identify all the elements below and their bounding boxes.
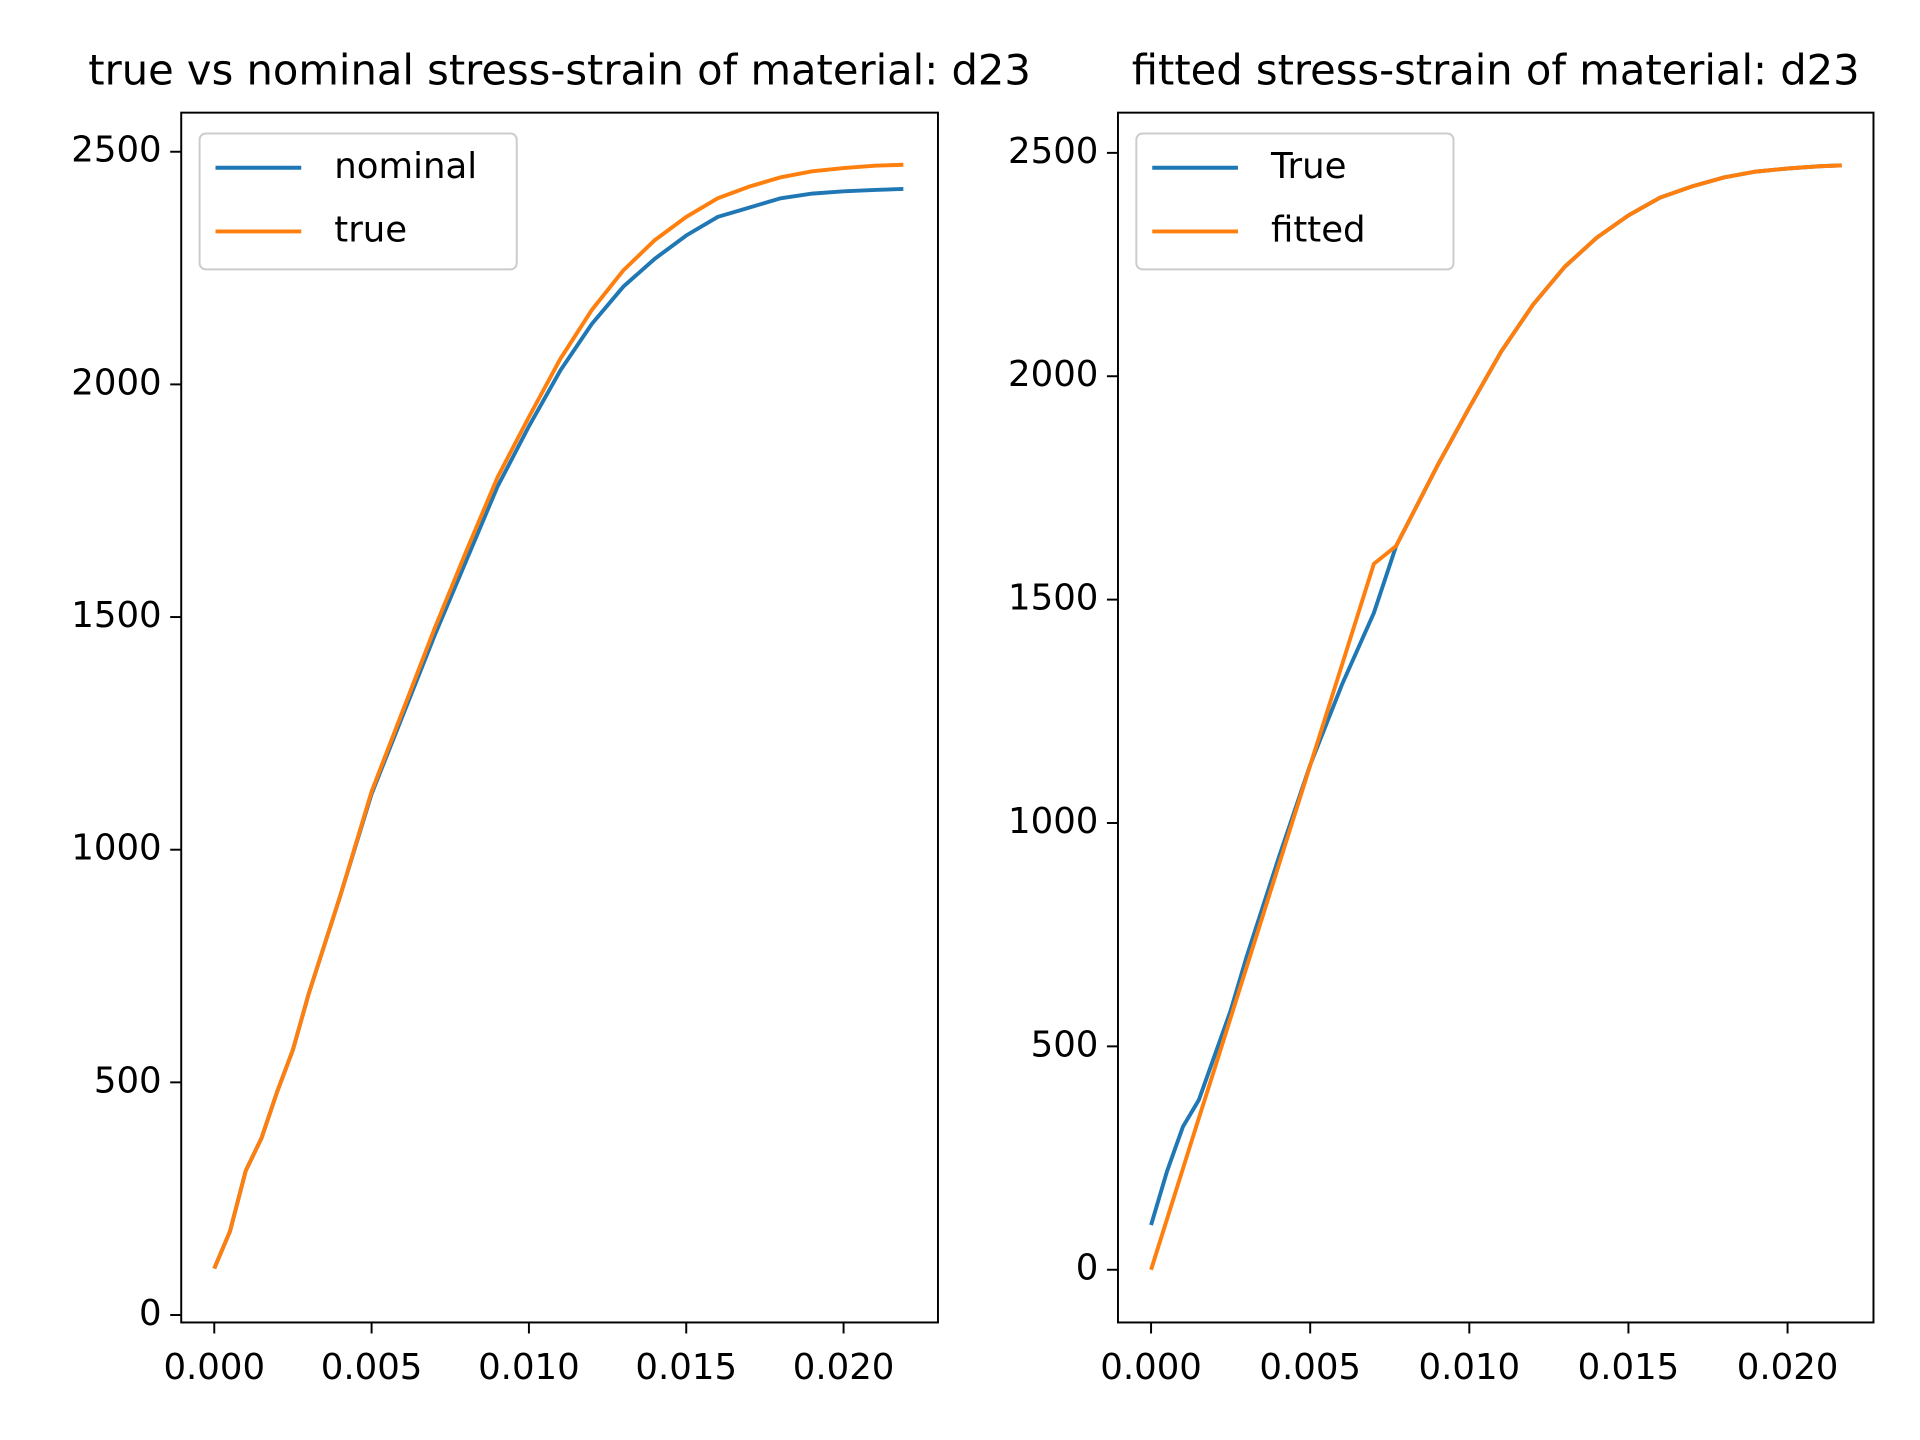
plot-frame bbox=[180, 111, 939, 1324]
x-tick-label: 0.005 bbox=[1259, 1347, 1361, 1388]
legend-label: True bbox=[1270, 146, 1346, 187]
chart-title: fitted stress-strain of material: d23 bbox=[1132, 45, 1860, 94]
y-tick-label: 1500 bbox=[71, 595, 161, 636]
x-tick-label: 0.020 bbox=[793, 1347, 895, 1388]
data-line bbox=[212, 187, 904, 1270]
y-tick-label: 0 bbox=[139, 1293, 162, 1334]
y-tick-label: 0 bbox=[1076, 1248, 1099, 1289]
x-tick-label: 0.010 bbox=[478, 1347, 580, 1388]
y-tick-label: 2000 bbox=[71, 362, 161, 403]
y-tick-label: 1500 bbox=[1008, 578, 1098, 619]
y-tick-label: 2500 bbox=[1008, 131, 1098, 172]
x-tick-label: 0.000 bbox=[1100, 1347, 1202, 1388]
y-tick-label: 500 bbox=[1031, 1024, 1099, 1065]
x-tick-label: 0.000 bbox=[163, 1347, 265, 1388]
x-tick-label: 0.010 bbox=[1418, 1347, 1520, 1388]
chart-title: true vs nominal stress-strain of materia… bbox=[88, 45, 1031, 94]
x-tick-label: 0.020 bbox=[1737, 1347, 1839, 1388]
x-tick-label: 0.015 bbox=[635, 1347, 737, 1388]
plot-frame bbox=[1116, 111, 1875, 1324]
x-tick-label: 0.005 bbox=[321, 1347, 423, 1388]
y-tick-label: 1000 bbox=[1008, 801, 1098, 842]
x-tick-label: 0.015 bbox=[1578, 1347, 1680, 1388]
y-tick-label: 500 bbox=[94, 1060, 162, 1101]
data-line bbox=[1149, 163, 1842, 1226]
data-line bbox=[212, 162, 904, 1270]
figure-content: true vs nominal stress-strain of materia… bbox=[71, 45, 1875, 1388]
legend-label: fitted bbox=[1271, 209, 1366, 250]
data-line bbox=[1149, 163, 1842, 1271]
y-tick-label: 2500 bbox=[71, 130, 161, 171]
y-tick-label: 1000 bbox=[71, 828, 161, 869]
legend-label: nominal bbox=[334, 146, 477, 187]
y-tick-label: 2000 bbox=[1008, 354, 1098, 395]
legend-label: true bbox=[334, 209, 407, 250]
